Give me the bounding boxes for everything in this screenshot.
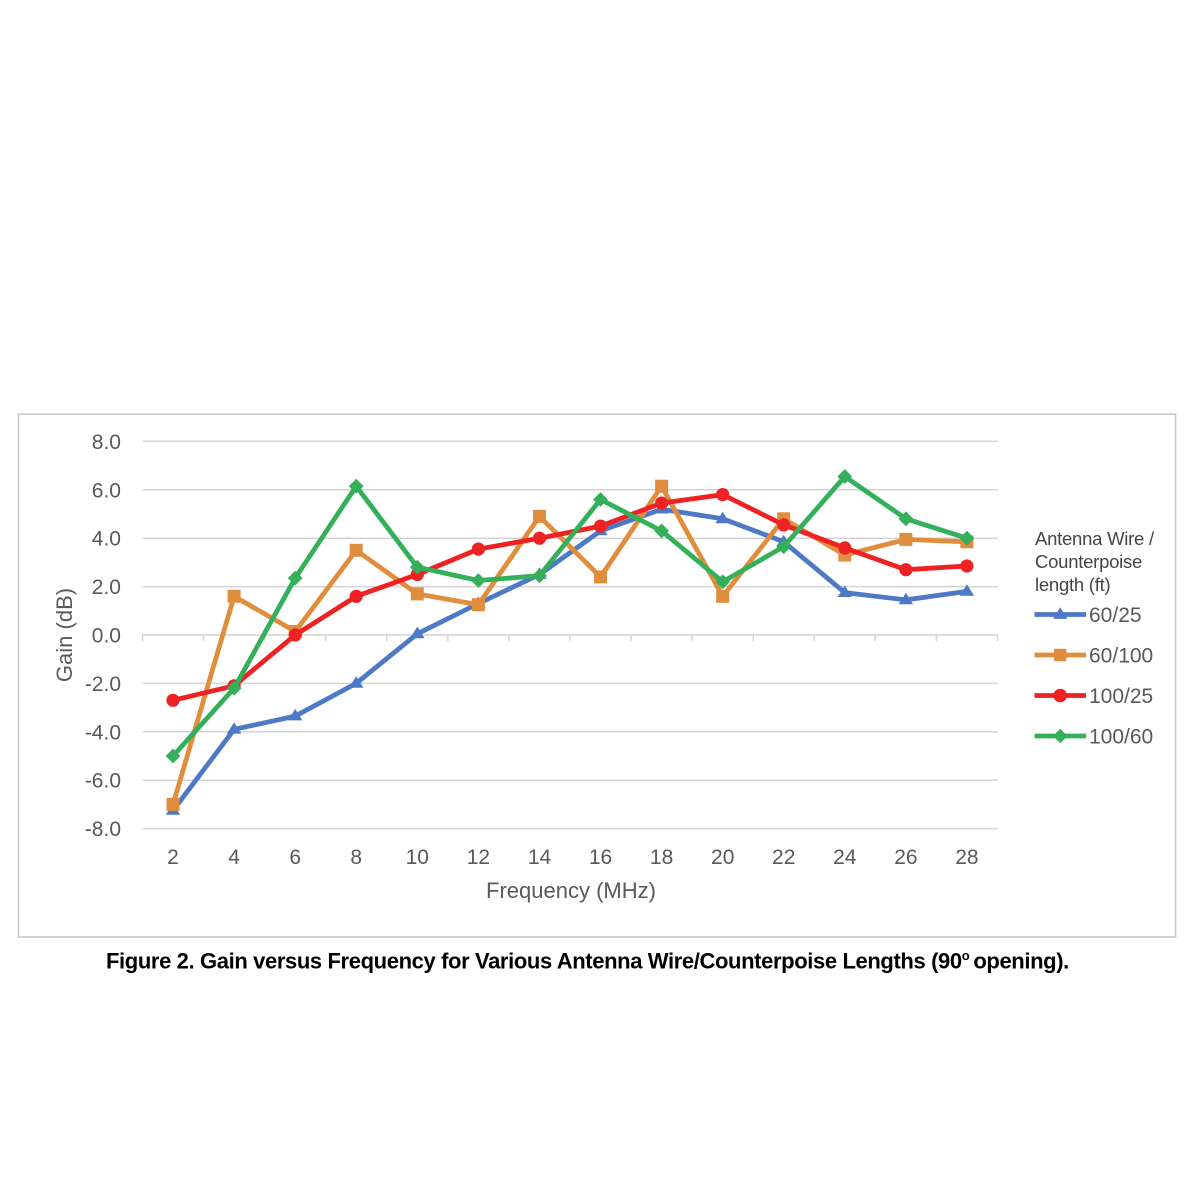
svg-text:16: 16 — [589, 846, 612, 869]
svg-text:100/60: 100/60 — [1089, 726, 1153, 749]
svg-text:Gain (dB): Gain (dB) — [52, 588, 77, 682]
svg-text:22: 22 — [772, 846, 795, 869]
svg-text:2: 2 — [167, 846, 179, 869]
svg-text:6.0: 6.0 — [92, 479, 121, 502]
svg-text:28: 28 — [955, 846, 978, 869]
svg-text:-2.0: -2.0 — [85, 673, 121, 696]
svg-text:2.0: 2.0 — [92, 576, 121, 599]
svg-text:Counterpoise: Counterpoise — [1035, 551, 1142, 572]
svg-text:14: 14 — [528, 846, 552, 869]
svg-text:18: 18 — [650, 846, 673, 869]
svg-text:-4.0: -4.0 — [85, 721, 121, 744]
svg-text:60/25: 60/25 — [1089, 604, 1142, 627]
svg-text:Antenna Wire /: Antenna Wire / — [1035, 528, 1155, 549]
svg-text:24: 24 — [833, 846, 857, 869]
svg-text:-6.0: -6.0 — [85, 770, 121, 793]
svg-text:60/100: 60/100 — [1089, 645, 1153, 668]
svg-text:Frequency (MHz): Frequency (MHz) — [486, 878, 656, 903]
svg-text:100/25: 100/25 — [1089, 685, 1153, 708]
svg-text:6: 6 — [289, 846, 301, 869]
svg-text:0.0: 0.0 — [92, 625, 121, 648]
svg-text:4: 4 — [228, 846, 240, 869]
svg-text:20: 20 — [711, 846, 734, 869]
svg-text:-8.0: -8.0 — [85, 818, 121, 841]
svg-text:26: 26 — [894, 846, 917, 869]
svg-text:12: 12 — [467, 846, 490, 869]
svg-text:4.0: 4.0 — [92, 528, 121, 551]
svg-text:8.0: 8.0 — [92, 431, 121, 454]
svg-text:8: 8 — [350, 846, 362, 869]
svg-text:length (ft): length (ft) — [1035, 574, 1110, 595]
svg-text:10: 10 — [406, 846, 429, 869]
